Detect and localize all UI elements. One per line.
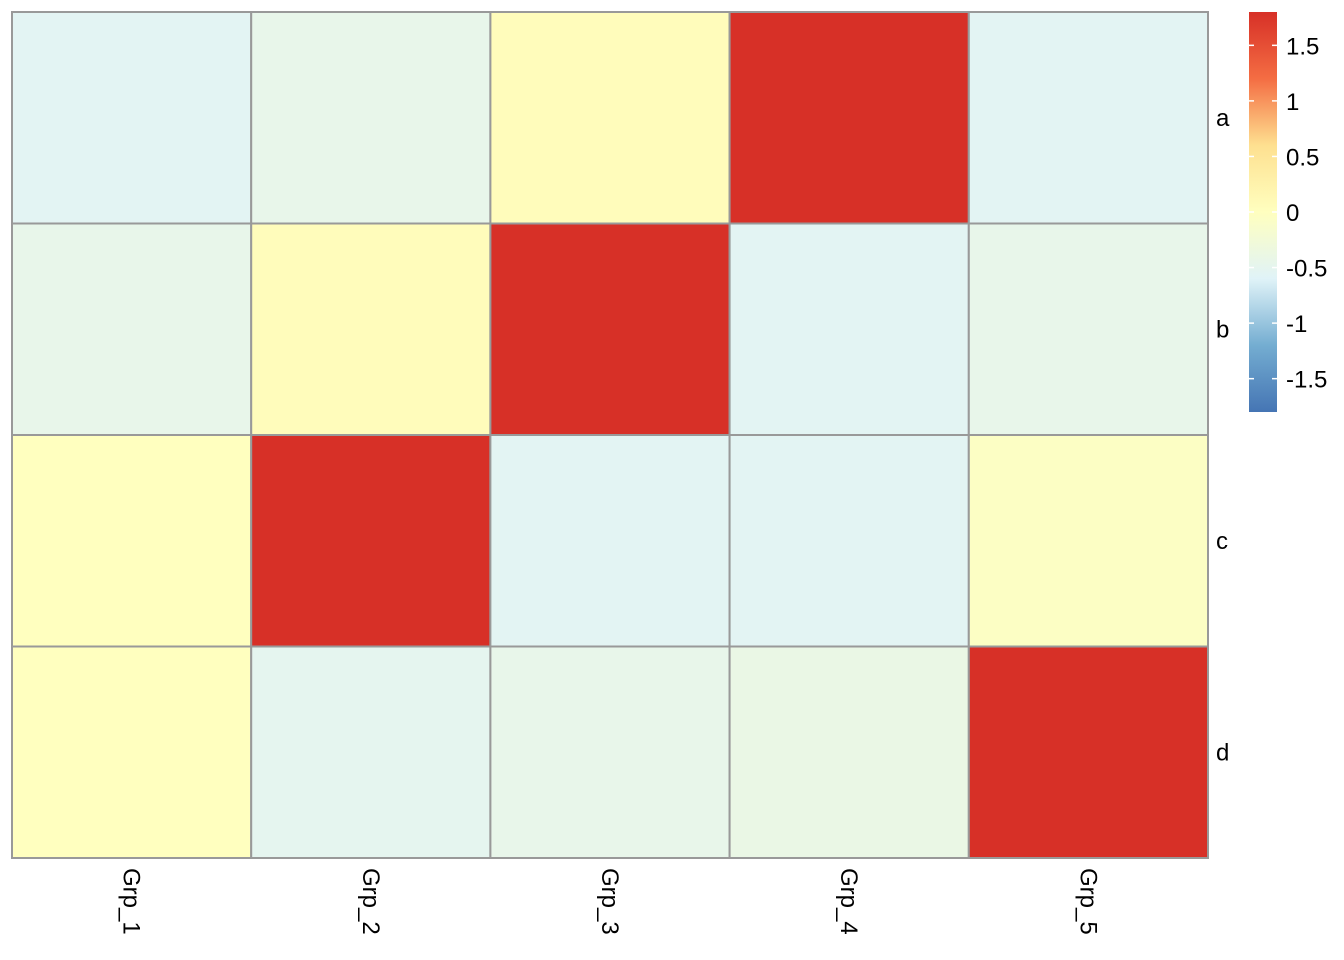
legend-tick-label: 1.5 [1286,33,1319,60]
row-label-d: d [1216,739,1229,766]
heatmap-cell-a-Grp_4 [728,11,970,225]
legend-tick-label: -1.5 [1286,367,1327,394]
heatmap-cell-b-Grp_3 [489,222,731,436]
row-label-b: b [1216,316,1229,343]
color-legend: 1.5 1 0.5 0 -0.5 -1 -1.5 [1249,12,1327,412]
heatmap-cell-a-Grp_2 [250,11,492,225]
heatmap-cell-a-Grp_1 [11,11,253,225]
legend-tick-label: 1 [1286,89,1299,116]
column-label-Grp_4: Grp_4 [835,868,862,935]
heatmap-cell-c-Grp_2 [250,434,492,648]
heatmap-cell-d-Grp_2 [250,645,492,859]
row-label-a: a [1216,105,1230,132]
heatmap-cells [11,11,1209,859]
legend-tick-label: 0 [1286,200,1299,227]
heatmap-cell-c-Grp_1 [11,434,253,648]
row-label-c: c [1216,528,1228,555]
heatmap-cell-d-Grp_4 [728,645,970,859]
heatmap-cell-c-Grp_4 [728,434,970,648]
column-label-Grp_5: Grp_5 [1074,868,1101,935]
column-labels: Grp_1 Grp_2 Grp_3 Grp_4 Grp_5 [118,868,1102,935]
heatmap-cell-a-Grp_3 [489,11,731,225]
heatmap-cell-b-Grp_5 [967,222,1209,436]
heatmap-cell-d-Grp_1 [11,645,253,859]
heatmap-cell-b-Grp_2 [250,222,492,436]
heatmap-cell-d-Grp_5 [967,645,1209,859]
legend-ticks: 1.5 1 0.5 0 -0.5 -1 -1.5 [1249,33,1327,394]
heatmap-cell-c-Grp_5 [967,434,1209,648]
legend-tick-label: -0.5 [1286,256,1327,283]
legend-tick-label: -1 [1286,311,1307,338]
legend-tick-label: 0.5 [1286,144,1319,171]
column-label-Grp_3: Grp_3 [596,868,623,935]
heatmap-cell-a-Grp_5 [967,11,1209,225]
heatmap-cell-d-Grp_3 [489,645,731,859]
column-label-Grp_2: Grp_2 [357,868,384,935]
row-labels: a b c d [1216,105,1230,767]
column-label-Grp_1: Grp_1 [118,868,145,935]
heatmap-cell-c-Grp_3 [489,434,731,648]
heatmap-cell-b-Grp_1 [11,222,253,436]
heatmap-cell-b-Grp_4 [728,222,970,436]
